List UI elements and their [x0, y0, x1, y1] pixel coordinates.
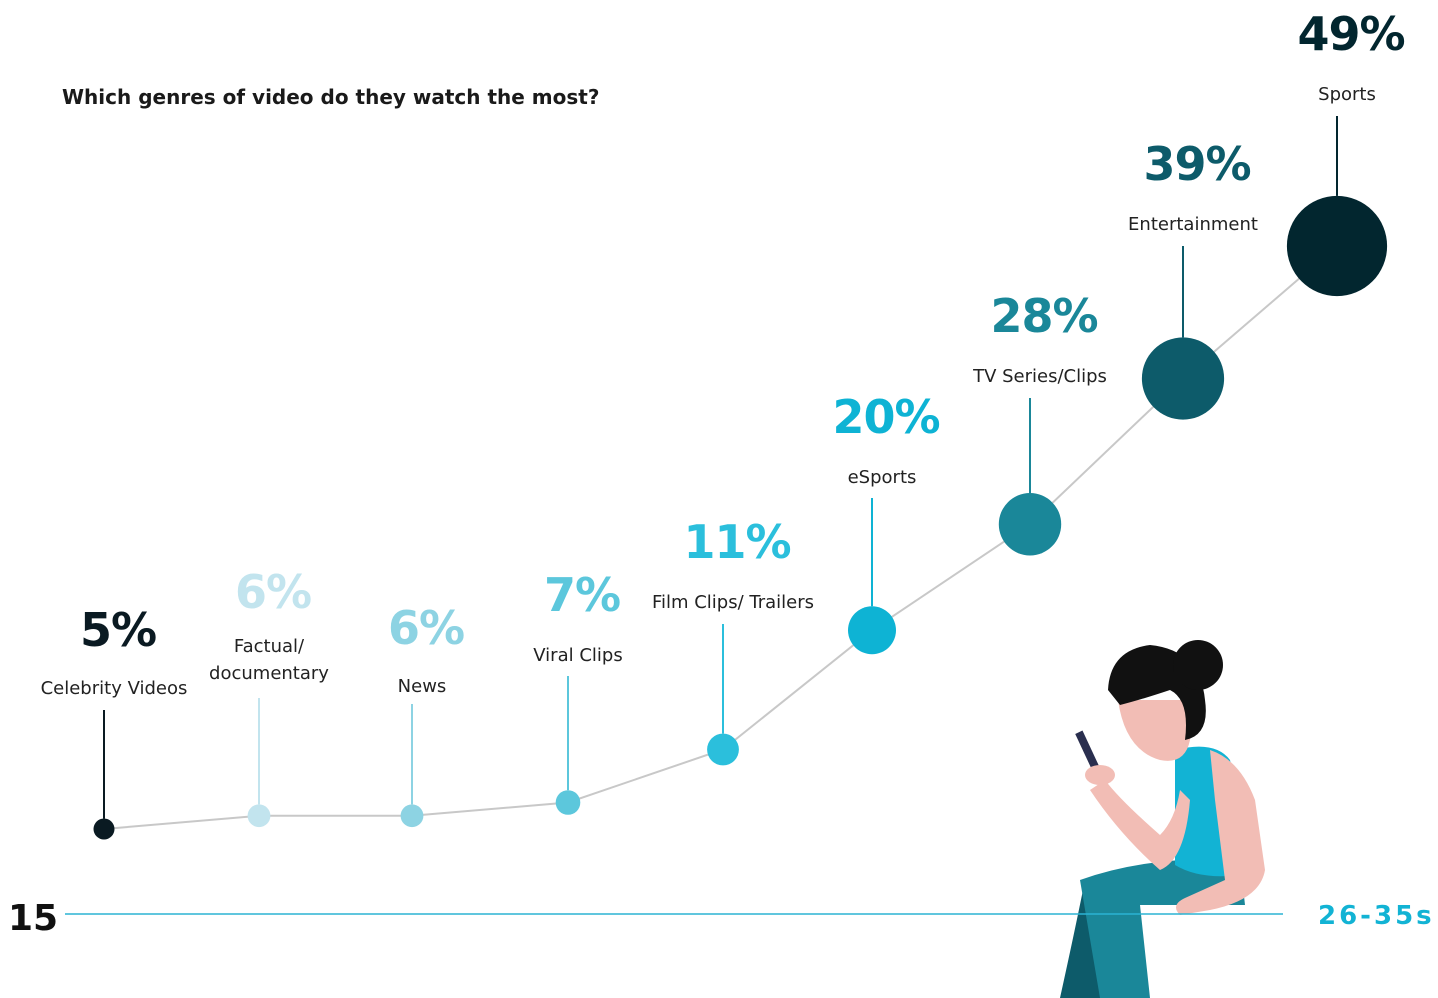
- category-label: Film Clips/ Trailers: [652, 592, 814, 613]
- bubble: [998, 493, 1062, 556]
- category-label: eSports: [848, 467, 917, 488]
- category-label: News: [398, 676, 447, 697]
- category-label: Factual/documentary: [209, 636, 329, 684]
- page-number: 15: [8, 898, 58, 939]
- value-label: 6%: [388, 601, 464, 655]
- category-label: Entertainment: [1128, 214, 1258, 235]
- illustration: [1060, 640, 1265, 998]
- bubble: [707, 733, 739, 766]
- category-label: Sports: [1318, 84, 1376, 105]
- value-label: 6%: [235, 565, 311, 619]
- value-label: 5%: [80, 603, 156, 657]
- category-label: Celebrity Videos: [41, 678, 188, 699]
- value-label: 39%: [1143, 137, 1250, 191]
- chart-title: Which genres of video do they watch the …: [62, 85, 599, 109]
- value-label: 20%: [832, 390, 939, 444]
- value-label: 7%: [544, 568, 620, 622]
- bubble: [1286, 195, 1388, 297]
- bubble: [247, 804, 271, 828]
- bubble: [1141, 337, 1225, 420]
- bubble: [93, 818, 115, 840]
- value-label: 49%: [1297, 7, 1404, 61]
- value-label: 28%: [990, 289, 1097, 343]
- category-label: TV Series/Clips: [972, 366, 1107, 387]
- category-label: Viral Clips: [533, 645, 622, 666]
- bubble: [400, 804, 424, 828]
- section-label: 26-35s: [1318, 901, 1435, 931]
- bubble: [555, 790, 581, 815]
- bubble: [848, 606, 896, 655]
- value-label: 11%: [683, 515, 790, 569]
